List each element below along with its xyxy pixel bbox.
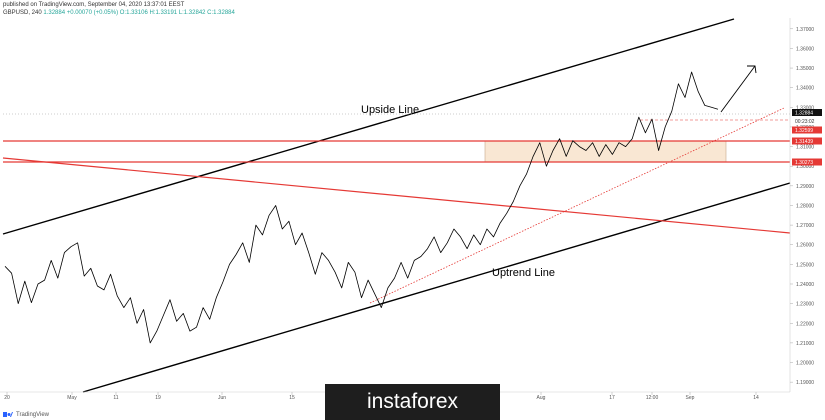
price-axis[interactable]: 1.370001.360001.350001.340001.330001.320… — [789, 18, 814, 392]
consolidation-zone — [484, 140, 727, 163]
time-tick-label: 20 — [4, 395, 10, 401]
price-tick-label: 1.33000 — [796, 105, 814, 111]
dotted-trendline — [369, 107, 785, 304]
price-tick-label: 1.26000 — [796, 243, 814, 249]
projection-arrow-head — [747, 65, 757, 74]
projection-arrow-line — [720, 65, 756, 113]
price-tag-label: 1.31439 — [795, 139, 813, 145]
time-tick-label: 14 — [753, 395, 759, 401]
time-tick-label: Aug — [537, 395, 546, 401]
price-tick-label: 1.31000 — [796, 145, 814, 151]
price-tag-label: 1.32884 — [795, 111, 813, 117]
tradingview-footer: TradingView — [3, 411, 49, 418]
price-tick-label: 1.25000 — [796, 262, 814, 268]
price-tag-label: 1.30273 — [795, 160, 813, 166]
price-tick-label: 1.21000 — [796, 341, 814, 347]
price-tick-label: 1.29000 — [796, 184, 814, 190]
price-tick-label: 1.34000 — [796, 86, 814, 92]
countdown-label: 00:23:02 — [795, 119, 815, 125]
price-tick-label: 1.20000 — [796, 361, 814, 367]
price-tag: 1.32599 — [792, 126, 822, 134]
published-info: published on TradingView.com, September … — [3, 2, 185, 8]
time-axis[interactable]: 20 May 11 19 Jun 15 Aug 17 12:00 Sep 14 — [0, 391, 790, 401]
time-tick-label: 15 — [289, 395, 295, 401]
descending-red-line — [2, 157, 791, 234]
upside-line — [2, 18, 735, 235]
price-tick-label: 1.35000 — [796, 66, 814, 72]
price-tag-bg — [792, 137, 822, 145]
plot-area[interactable]: Upside Line Uptrend Line — [2, 18, 791, 393]
price-tick-label: 1.27000 — [796, 223, 814, 229]
upside-line-label: Upside Line — [361, 104, 419, 116]
price-tick-label: 1.30000 — [796, 164, 814, 170]
price-tick-label: 1.37000 — [796, 27, 814, 33]
time-tick-label: 17 — [609, 395, 615, 401]
uptrend-line-label: Uptrend Line — [492, 267, 555, 279]
time-tick-label: Sep — [686, 395, 695, 401]
price-tag: 1.32884 00:23:02 — [792, 109, 822, 125]
uptrend-line — [82, 182, 791, 393]
price-tick-label: 1.19000 — [796, 380, 814, 386]
price-tick-label: 1.36000 — [796, 46, 814, 52]
tradingview-logo-icon — [3, 412, 13, 417]
time-tick-label: 12:00 — [646, 395, 659, 401]
price-tag: 1.30273 — [792, 158, 822, 166]
symbol-label: GBPUSD, 240 — [3, 10, 42, 16]
tradingview-brand: TradingView — [16, 411, 50, 418]
price-tag-bg — [792, 109, 822, 116]
time-tick-label: 11 — [113, 395, 118, 401]
price-tick-label: 1.24000 — [796, 282, 814, 288]
price-tags: 1.32884 00:23:02 1.32599 1.31439 1.30273 — [792, 109, 822, 166]
ohlc-values: 1.32884 +0.00070 (+0.05%) O:1.33106 H:1.… — [43, 10, 235, 16]
price-tag-label: 1.32599 — [795, 128, 813, 134]
price-tick-label: 1.28000 — [796, 203, 814, 209]
instaforex-watermark: instaforex — [325, 384, 500, 420]
price-tick-label: 1.22000 — [796, 321, 814, 327]
price-series-line — [4, 71, 719, 344]
time-tick-label: Jun — [218, 395, 226, 401]
price-tag: 1.31439 — [792, 137, 822, 145]
time-tick-label: May — [67, 395, 77, 401]
time-tick-label: 19 — [155, 395, 161, 401]
price-tick-label: 1.23000 — [796, 302, 814, 308]
price-tag-bg — [792, 126, 822, 134]
price-tag-bg — [792, 158, 822, 166]
symbol-ohlc-line: GBPUSD, 240 1.32884 +0.00070 (+0.05%) O:… — [3, 10, 235, 16]
